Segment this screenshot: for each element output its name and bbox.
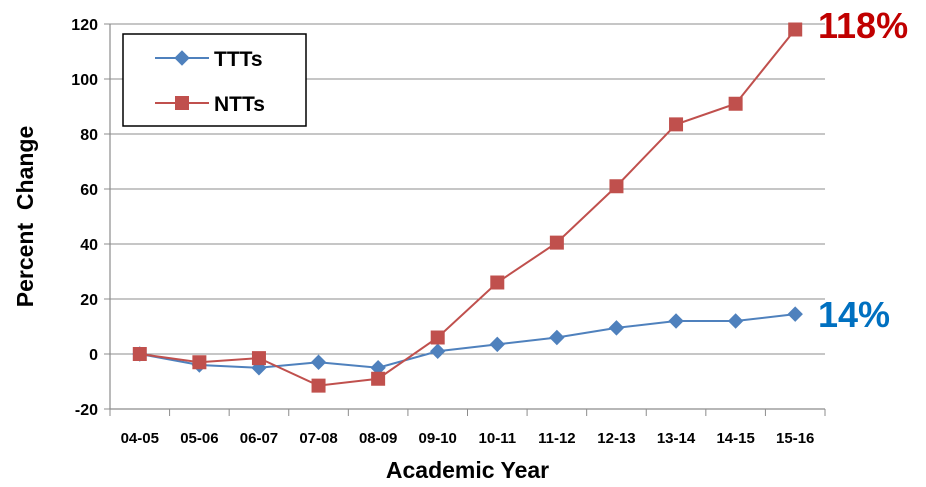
y-axis-title: Percent Change xyxy=(12,126,38,308)
data-point-diamond xyxy=(727,313,744,329)
y-tick-label: 20 xyxy=(80,292,98,309)
legend-label: TTTs xyxy=(214,48,263,71)
x-tick-label: 14-15 xyxy=(716,430,754,447)
series-ntts xyxy=(132,22,803,393)
data-point-square xyxy=(669,117,684,132)
y-tick-label: 120 xyxy=(71,17,98,34)
legend-item-ttts: TTTs xyxy=(155,48,263,71)
x-tick-label: 05-06 xyxy=(180,430,218,447)
data-point-diamond xyxy=(608,320,625,336)
y-tick-label: 40 xyxy=(80,237,98,254)
data-point-diamond xyxy=(549,329,565,346)
data-point-square xyxy=(549,235,564,250)
x-tick-label: 11-12 xyxy=(538,430,576,447)
x-tick-label: 10-11 xyxy=(479,430,517,447)
data-point-square xyxy=(251,351,266,366)
data-point-square xyxy=(430,330,445,345)
data-point-square xyxy=(609,179,624,194)
data-point-diamond xyxy=(174,50,190,66)
data-point-square xyxy=(788,22,803,37)
y-tick-label: 0 xyxy=(89,347,98,364)
legend: TTTs NTTs xyxy=(122,33,307,127)
x-tick-label: 12-13 xyxy=(597,430,635,447)
data-point-diamond xyxy=(668,313,684,329)
y-tick-label: 100 xyxy=(71,72,98,89)
x-tick-label: 15-16 xyxy=(776,430,814,447)
annotation-118-percent: 118% xyxy=(818,5,908,46)
data-point-diamond xyxy=(310,354,327,370)
legend-label: NTTs xyxy=(214,93,265,116)
legend-item-ntts: NTTs xyxy=(155,93,265,116)
series-line-ntts xyxy=(139,28,796,387)
x-tick-label: 06-07 xyxy=(240,430,278,447)
data-point-square xyxy=(175,96,189,110)
x-tick-label: 07-08 xyxy=(299,430,337,447)
data-point-square xyxy=(371,371,386,386)
y-tick-label: -20 xyxy=(75,402,98,419)
labels: -20 0 20 40 60 80 100 120 04-05 05-06 06-07 07-08 08… xyxy=(71,5,908,447)
x-axis-title: Academic Year xyxy=(386,457,549,483)
y-tick-label: 60 xyxy=(80,182,98,199)
data-point-diamond xyxy=(489,336,505,353)
series-group xyxy=(132,22,803,393)
x-tick-label: 08-09 xyxy=(359,430,397,447)
data-point-diamond xyxy=(787,306,803,322)
data-point-square xyxy=(728,96,743,111)
x-tick-label: 13-14 xyxy=(657,430,696,447)
y-tick-label: 80 xyxy=(80,127,98,144)
x-tick-label: 09-10 xyxy=(419,430,457,447)
axes xyxy=(104,23,826,416)
annotation-14-percent: 14% xyxy=(818,294,890,335)
data-point-diamond xyxy=(430,343,446,359)
data-point-square xyxy=(132,347,147,361)
legend-box xyxy=(122,33,307,127)
series-ttts xyxy=(132,306,803,376)
x-tick-label: 04-05 xyxy=(121,430,159,447)
data-point-square xyxy=(490,275,505,290)
data-point-square xyxy=(311,378,326,393)
series-line-ttts xyxy=(139,313,796,369)
data-point-square xyxy=(192,355,207,370)
